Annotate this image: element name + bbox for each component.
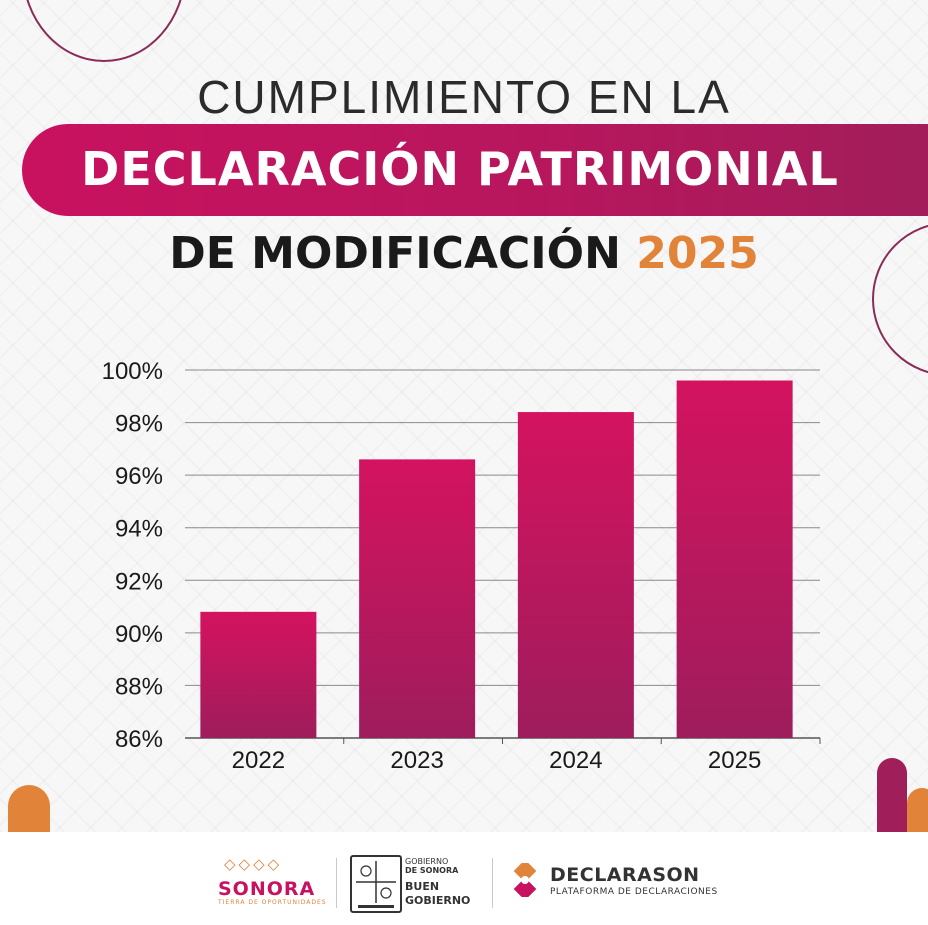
y-tick-label: 96% bbox=[115, 463, 163, 490]
de-sonora-label: DE SONORA bbox=[405, 866, 459, 875]
gobierno-label: GOBIERNO bbox=[405, 857, 449, 866]
y-tick-label: 88% bbox=[115, 673, 163, 700]
declarason-logo-text: DECLARASON bbox=[550, 864, 700, 886]
y-tick-label: 100% bbox=[102, 358, 163, 385]
x-tick-label: 2022 bbox=[232, 747, 285, 774]
title-banner bbox=[22, 124, 928, 216]
y-tick-label: 98% bbox=[115, 411, 163, 438]
state-seal-icon bbox=[350, 855, 402, 913]
title-line-3: DE MODIFICACIÓN 2025 bbox=[0, 228, 928, 279]
x-tick-label: 2023 bbox=[390, 747, 443, 774]
title-year: 2025 bbox=[636, 228, 759, 279]
declarason-subtitle: PLATAFORMA DE DECLARACIONES bbox=[550, 887, 718, 897]
x-tick-label: 2024 bbox=[549, 747, 602, 774]
sonora-logo-text: SONORA bbox=[218, 878, 316, 900]
footer-divider bbox=[492, 858, 493, 908]
bar-2023 bbox=[359, 459, 476, 738]
bar-2022 bbox=[200, 611, 317, 738]
y-tick-label: 86% bbox=[115, 726, 163, 753]
buen-label: BUEN bbox=[405, 880, 440, 893]
y-tick-label: 92% bbox=[115, 568, 163, 595]
bar-2025 bbox=[676, 380, 793, 738]
sonora-pattern-icon: ◇◇◇◇ bbox=[224, 855, 283, 873]
title-line-3-text: DE MODIFICACIÓN bbox=[169, 228, 621, 279]
title-line-2: DECLARACIÓN PATRIMONIAL bbox=[81, 142, 839, 196]
bar-2024 bbox=[517, 412, 634, 738]
title-line-1: CUMPLIMIENTO EN LA bbox=[197, 71, 731, 123]
footer-divider bbox=[336, 858, 337, 908]
y-tick-label: 94% bbox=[115, 516, 163, 543]
sonora-tagline: TIERRA DE OPORTUNIDADES bbox=[218, 899, 327, 906]
footer-logos bbox=[0, 832, 928, 925]
y-tick-label: 90% bbox=[115, 621, 163, 648]
x-tick-label: 2025 bbox=[708, 747, 761, 774]
gobierno-bold-label: GOBIERNO bbox=[405, 894, 471, 907]
declarason-logo-icon bbox=[513, 863, 537, 897]
